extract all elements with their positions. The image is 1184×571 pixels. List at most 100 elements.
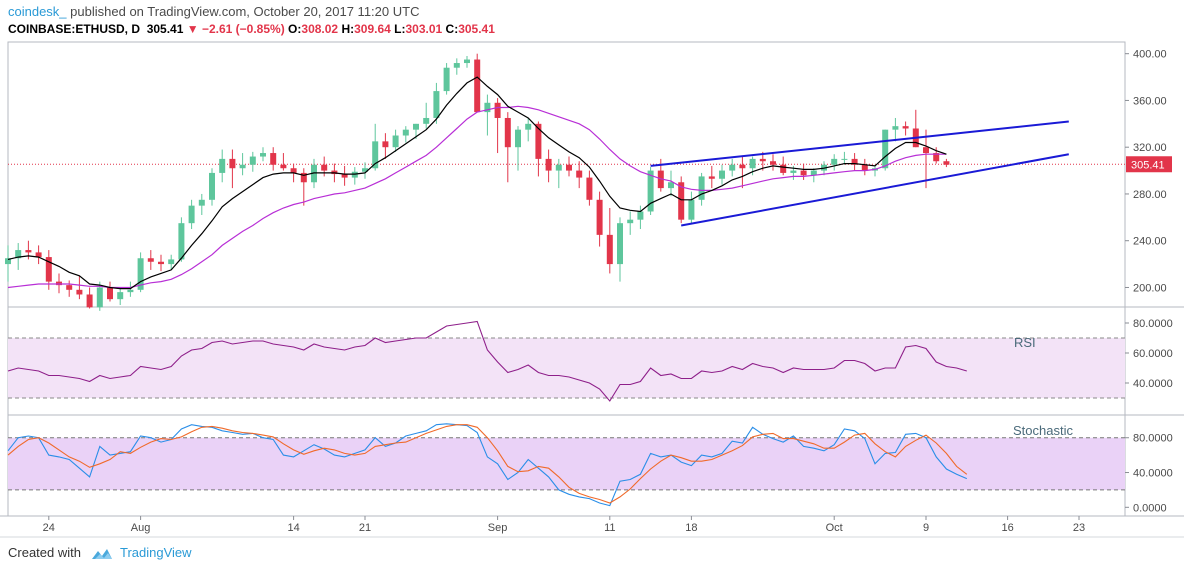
stoch-axis-label: 40.0000 xyxy=(1133,468,1173,480)
candle-body xyxy=(239,164,246,169)
last-price: 305.41 xyxy=(146,22,184,36)
candle-body xyxy=(423,117,430,124)
candle-body xyxy=(525,123,532,130)
low-value: 303.01 xyxy=(405,22,443,36)
symbol-name[interactable]: COINBASE:ETHUSD, D xyxy=(8,22,141,36)
candle-body xyxy=(606,234,613,265)
candle-body xyxy=(545,158,552,171)
candle-body xyxy=(535,123,542,159)
trendline xyxy=(650,120,1069,167)
high-value: 309.64 xyxy=(354,22,391,36)
price-axis-label: 360.00 xyxy=(1133,95,1167,107)
candle-body xyxy=(188,205,195,224)
candle-body xyxy=(923,147,929,154)
candle-body xyxy=(260,153,266,157)
ema-slow-line xyxy=(7,105,947,289)
candle-body xyxy=(86,294,93,308)
author-link[interactable]: coindesk_ xyxy=(8,4,67,19)
candle-body xyxy=(219,158,226,173)
time-axis-label: 23 xyxy=(1073,522,1085,534)
candle-body xyxy=(341,174,348,178)
change-arrow-icon: ▼ xyxy=(186,22,199,36)
candle-body xyxy=(96,287,103,308)
candle-body xyxy=(453,63,460,68)
symbol-legend: COINBASE:ETHUSD, D 305.41 ▼ −2.61 (−0.85… xyxy=(8,22,495,36)
candle-body xyxy=(402,129,409,136)
candle-body xyxy=(902,126,909,129)
candle-body xyxy=(464,59,470,64)
candle-body xyxy=(831,158,838,165)
candle-body xyxy=(494,102,501,118)
last-price-badge xyxy=(1126,156,1172,173)
candle-body xyxy=(678,182,685,220)
time-axis-label: 24 xyxy=(43,522,55,534)
candle-body xyxy=(474,59,481,113)
candle-body xyxy=(137,258,144,290)
candle-body xyxy=(362,168,368,172)
rsi-band-fill xyxy=(8,338,1125,398)
candle-body xyxy=(382,141,389,148)
price-change: −2.61 (−0.85%) xyxy=(201,22,285,36)
candle-body xyxy=(443,67,450,92)
tradingview-brand-link[interactable]: TradingView xyxy=(120,545,192,560)
tradingview-logo-icon xyxy=(91,548,112,559)
high-label: H: xyxy=(341,22,355,36)
candle-body xyxy=(117,292,124,300)
last-price-label: 305.41 xyxy=(1131,159,1165,171)
stoch-axis-label: 0.0000 xyxy=(1133,502,1167,514)
candle-body xyxy=(280,164,287,169)
candle-body xyxy=(739,164,746,169)
candle-body xyxy=(647,170,654,212)
candle-body xyxy=(759,158,766,162)
candle-body xyxy=(719,170,725,179)
candle-body xyxy=(770,161,776,165)
candle-body xyxy=(45,257,52,282)
candle-body xyxy=(270,153,277,165)
candle-body xyxy=(290,168,297,173)
ema-fast-line xyxy=(7,76,947,290)
price-axis-label: 240.00 xyxy=(1133,236,1167,248)
rsi-line xyxy=(7,320,967,402)
candle-body xyxy=(668,182,674,189)
candle-body xyxy=(729,164,736,171)
rsi-axis-label: 80.0000 xyxy=(1133,318,1173,330)
candle-body xyxy=(372,141,379,169)
candle-body xyxy=(198,199,205,206)
candle-body xyxy=(566,164,572,171)
stoch-d-line xyxy=(7,424,968,504)
candle-body xyxy=(800,170,807,176)
candle-body xyxy=(627,219,634,224)
candle-body xyxy=(504,117,511,148)
candle-body xyxy=(249,156,256,165)
candle-body xyxy=(933,153,940,162)
rsi-axis-label: 40.0000 xyxy=(1133,378,1173,390)
candle-body xyxy=(209,172,215,200)
candle-body xyxy=(617,223,623,265)
candles xyxy=(5,53,950,311)
candle-body xyxy=(76,289,83,295)
candle-body xyxy=(851,158,858,165)
candle-body xyxy=(596,199,603,235)
candle-body xyxy=(178,223,185,260)
candle-body xyxy=(107,287,113,300)
publish-info: coindesk_ published on TradingView.com, … xyxy=(8,4,419,19)
candle-body xyxy=(780,164,787,173)
price-axis-label: 400.00 xyxy=(1133,49,1167,61)
candle-body xyxy=(300,172,307,183)
price-axis-label: 200.00 xyxy=(1133,282,1167,294)
candle-body xyxy=(943,161,950,165)
candle-body xyxy=(810,170,817,176)
candle-body xyxy=(484,102,491,113)
candle-body xyxy=(515,129,521,148)
candle-body xyxy=(127,289,134,293)
price-axis-label: 320.00 xyxy=(1133,142,1167,154)
candle-body xyxy=(321,164,328,171)
candle-body xyxy=(555,164,562,171)
open-value: 308.02 xyxy=(301,22,339,36)
stoch-axis-label: 80.0000 xyxy=(1133,433,1173,445)
time-axis-label: Aug xyxy=(131,522,151,534)
candle-body xyxy=(15,250,22,259)
candle-body xyxy=(586,177,593,200)
time-axis-label: Sep xyxy=(488,522,508,534)
